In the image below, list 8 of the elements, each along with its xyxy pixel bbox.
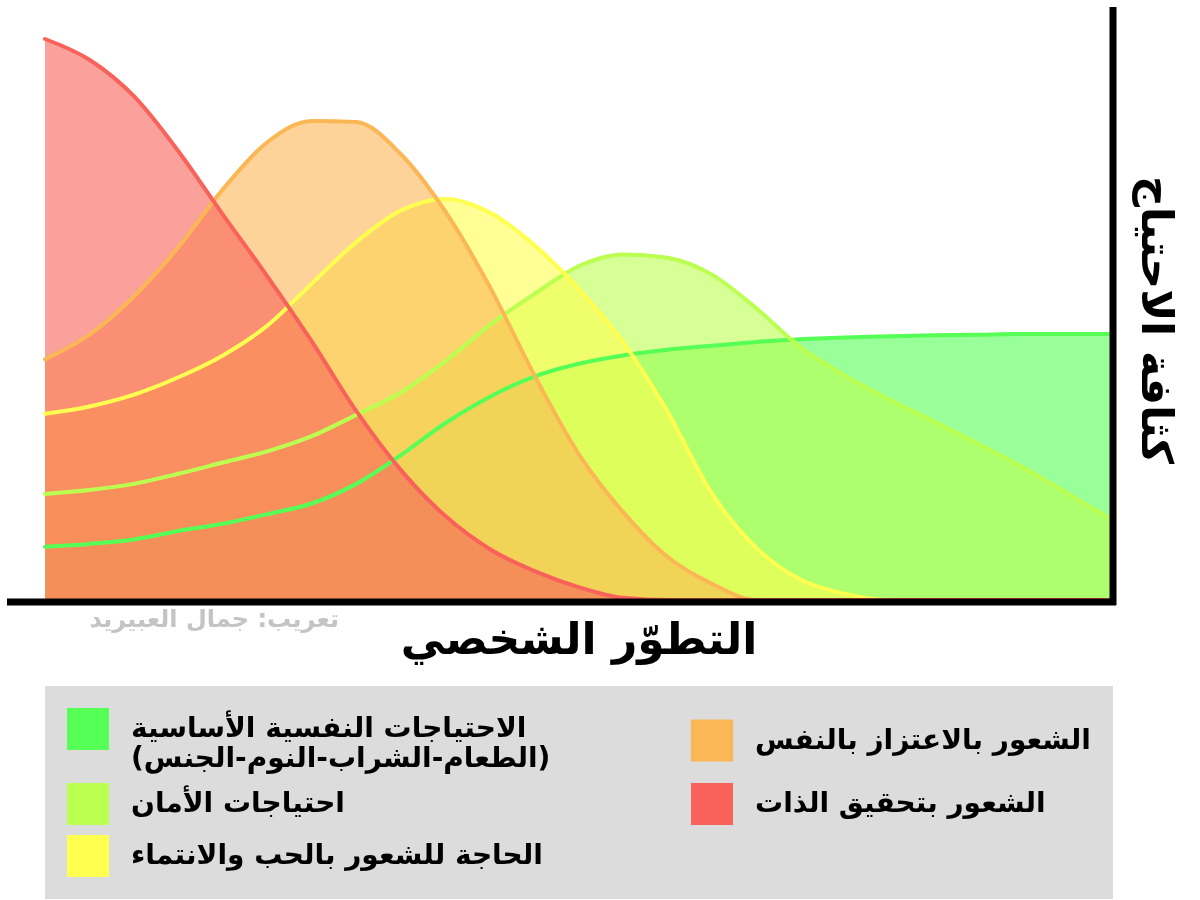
legend-label: احتياجات الأمان <box>131 785 345 819</box>
y-axis-title: كثافة الاحتياج <box>1131 176 1182 464</box>
legend-label: الاحتياجات النفسية الأساسية (الطعام-الشراب-النوم-الجنس) <box>131 710 551 774</box>
legend-label: الشعور بتحقيق الذات <box>755 786 1046 819</box>
x-axis-title: التطوّر الشخصي <box>400 612 758 665</box>
legend-label: الشعور بالاعتزاز بالنفس <box>755 722 1091 756</box>
legend-label: الحاجة للشعور بالحب والانتماء <box>131 838 543 871</box>
text: تعريب: جمال العبيريد <box>89 605 339 633</box>
